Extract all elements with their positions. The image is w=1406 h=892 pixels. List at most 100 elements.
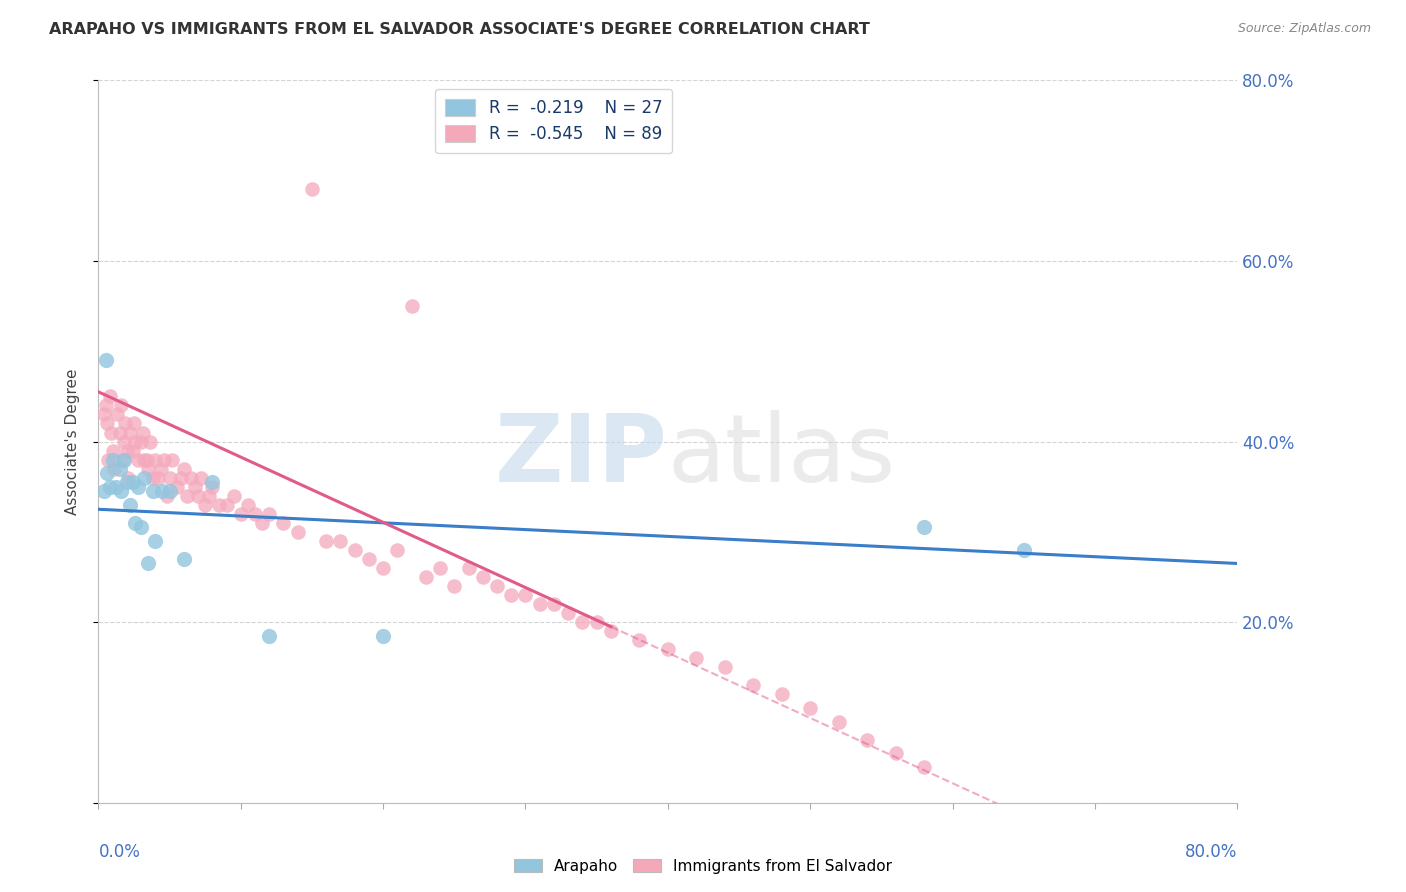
Point: [135, 452, 157, 467]
Point: [166, 480, 188, 494]
Point: [250, 516, 273, 530]
Point: [198, 489, 221, 503]
Point: [373, 561, 395, 575]
Point: [94, 398, 117, 412]
Point: [111, 452, 134, 467]
Point: [173, 552, 195, 566]
Point: [912, 520, 935, 534]
Point: [115, 443, 138, 458]
Point: [443, 579, 465, 593]
Point: [714, 660, 737, 674]
Point: [236, 498, 259, 512]
Point: [387, 542, 409, 557]
Point: [173, 461, 195, 475]
Point: [184, 480, 207, 494]
Text: 80.0%: 80.0%: [1185, 843, 1237, 861]
Point: [159, 471, 181, 485]
Point: [742, 678, 765, 692]
Legend: Arapaho, Immigrants from El Salvador: Arapaho, Immigrants from El Salvador: [508, 853, 898, 880]
Point: [685, 651, 707, 665]
Point: [96, 466, 118, 480]
Point: [571, 615, 593, 630]
Point: [415, 570, 437, 584]
Point: [96, 417, 118, 431]
Point: [912, 760, 935, 774]
Point: [501, 588, 523, 602]
Point: [112, 434, 135, 449]
Point: [215, 498, 238, 512]
Point: [222, 489, 245, 503]
Point: [145, 533, 167, 548]
Point: [343, 542, 366, 557]
Y-axis label: Associate's Degree: Associate's Degree: [65, 368, 80, 515]
Point: [136, 461, 159, 475]
Point: [141, 471, 163, 485]
Point: [124, 516, 146, 530]
Point: [153, 452, 176, 467]
Point: [114, 417, 136, 431]
Point: [150, 461, 173, 475]
Point: [103, 461, 125, 475]
Point: [557, 606, 579, 620]
Point: [657, 642, 679, 657]
Point: [132, 471, 155, 485]
Point: [162, 452, 184, 467]
Point: [141, 484, 163, 499]
Legend: R =  -0.219    N = 27, R =  -0.545    N = 89: R = -0.219 N = 27, R = -0.545 N = 89: [436, 88, 672, 153]
Point: [98, 389, 121, 403]
Point: [229, 507, 252, 521]
Point: [287, 524, 309, 539]
Point: [138, 434, 160, 449]
Point: [121, 443, 143, 458]
Point: [145, 452, 167, 467]
Point: [129, 520, 152, 534]
Text: Source: ZipAtlas.com: Source: ZipAtlas.com: [1237, 22, 1371, 36]
Point: [93, 484, 115, 499]
Point: [1012, 542, 1035, 557]
Point: [101, 452, 124, 467]
Point: [373, 629, 395, 643]
Point: [127, 452, 149, 467]
Point: [770, 687, 793, 701]
Point: [94, 353, 117, 368]
Point: [315, 533, 337, 548]
Point: [201, 480, 224, 494]
Point: [108, 461, 131, 475]
Point: [108, 425, 131, 440]
Point: [105, 408, 128, 422]
Point: [152, 484, 174, 499]
Point: [115, 475, 138, 490]
Point: [98, 480, 121, 494]
Point: [118, 425, 141, 440]
Point: [122, 417, 145, 431]
Point: [259, 629, 281, 643]
Point: [104, 480, 127, 494]
Point: [118, 498, 141, 512]
Text: ZIP: ZIP: [495, 410, 668, 502]
Point: [127, 480, 149, 494]
Point: [110, 484, 132, 499]
Text: ARAPAHO VS IMMIGRANTS FROM EL SALVADOR ASSOCIATE'S DEGREE CORRELATION CHART: ARAPAHO VS IMMIGRANTS FROM EL SALVADOR A…: [49, 22, 870, 37]
Point: [429, 561, 451, 575]
Point: [148, 471, 170, 485]
Point: [856, 732, 879, 747]
Point: [457, 561, 479, 575]
Point: [884, 746, 907, 760]
Point: [828, 714, 851, 729]
Point: [259, 507, 281, 521]
Point: [124, 434, 146, 449]
Point: [208, 498, 231, 512]
Point: [187, 489, 209, 503]
Point: [112, 452, 135, 467]
Point: [93, 408, 115, 422]
Point: [100, 425, 122, 440]
Point: [628, 633, 651, 648]
Point: [131, 425, 153, 440]
Point: [529, 597, 551, 611]
Point: [471, 570, 494, 584]
Point: [301, 182, 323, 196]
Point: [121, 475, 143, 490]
Point: [486, 579, 509, 593]
Text: 0.0%: 0.0%: [98, 843, 141, 861]
Point: [159, 484, 181, 499]
